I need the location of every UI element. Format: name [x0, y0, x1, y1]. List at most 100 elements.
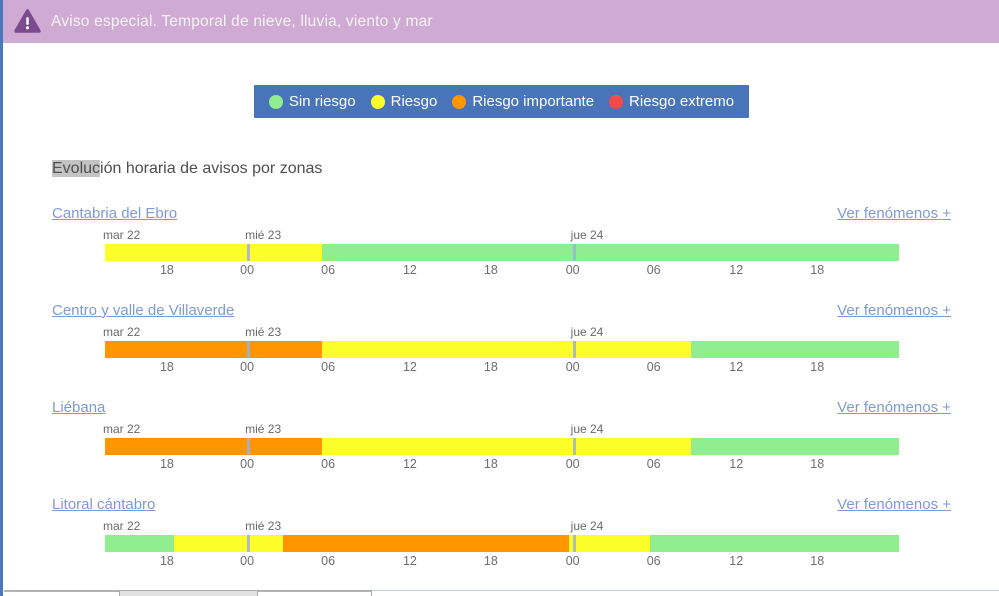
hour-tick-label: 00 — [240, 554, 255, 568]
hour-tick-label: 00 — [240, 457, 255, 471]
ver-fenomenos-link[interactable]: Ver fenómenos + — [837, 205, 951, 222]
hour-tick-label: 18 — [483, 263, 498, 277]
hour-tick-label: 18 — [159, 360, 174, 374]
legend-label: Riesgo — [390, 93, 438, 110]
zone-header: Liébana Ver fenómenos + — [52, 398, 951, 418]
day-labels: mar 22 mié 23 jue 24 — [103, 422, 899, 438]
legend-item-riesgo: Riesgo — [370, 93, 438, 110]
hour-tick-label: 06 — [321, 263, 336, 277]
day-boundary-marker — [247, 535, 251, 552]
legend-label: Riesgo extremo — [629, 93, 735, 110]
warning-triangle-icon — [14, 9, 41, 33]
section-title: Evolución horaria de avisos por zonas — [52, 160, 951, 178]
zone-header: Centro y valle de Villaverde Ver fenómeno… — [52, 301, 951, 321]
partial-table-border — [372, 590, 999, 596]
zone-timeline: mar 22 mié 23 jue 24 18 00 06 12 18 00 06 12 18 — [103, 228, 899, 277]
risk-segment-riesgo — [174, 535, 283, 552]
risk-legend: Sin riesgo Riesgo Riesgo importante Ries… — [253, 85, 750, 118]
risk-segment-sin-riesgo — [649, 535, 899, 552]
hour-tick-label: 18 — [159, 554, 174, 568]
hour-tick-label: 00 — [240, 263, 255, 277]
hour-tick-label: 12 — [402, 360, 417, 374]
hour-tick-label: 00 — [565, 554, 580, 568]
zone-header: Cantabria del Ebro Ver fenómenos + — [52, 204, 951, 224]
zone-row: Liébana Ver fenómenos + mar 22 mié 23 jue 24… — [52, 398, 951, 471]
risk-segment-sin-riesgo — [690, 438, 899, 455]
day-label: jue 24 — [570, 228, 604, 242]
day-label: jue 24 — [570, 422, 604, 436]
legend-item-riesgo-extremo: Riesgo extremo — [609, 93, 734, 110]
hour-ticks: 18 00 06 12 18 00 06 12 18 — [105, 261, 899, 277]
hour-tick-label: 18 — [810, 554, 825, 568]
partial-table-cell — [258, 590, 372, 596]
day-label: mar 22 — [103, 519, 141, 533]
hour-tick-label: 12 — [729, 457, 744, 471]
special-warning-banner[interactable]: Aviso especial. Temporal de nieve, lluvi… — [3, 0, 999, 43]
day-label: jue 24 — [570, 325, 604, 339]
day-boundary-marker — [247, 438, 251, 455]
ver-fenomenos-link[interactable]: Ver fenómenos + — [837, 399, 951, 416]
risk-segment-riesgo-importante — [105, 438, 322, 455]
risk-segment-riesgo-importante — [105, 341, 322, 358]
legend-item-sin-riesgo: Sin riesgo — [268, 93, 356, 110]
hour-tick-label: 18 — [810, 360, 825, 374]
hour-tick-label: 18 — [483, 554, 498, 568]
hour-tick-label: 18 — [159, 457, 174, 471]
risk-segment-riesgo — [568, 535, 650, 552]
hour-tick-label: 00 — [565, 263, 580, 277]
riesgo-extremo-dot-icon — [609, 94, 624, 109]
hour-tick-label: 12 — [729, 554, 744, 568]
zone-row: Cantabria del Ebro Ver fenómenos + mar 22 m… — [52, 204, 951, 277]
risk-segment-riesgo — [321, 341, 691, 358]
zones-list: Cantabria del Ebro Ver fenómenos + mar 22 m… — [52, 204, 951, 568]
day-boundary-marker — [572, 244, 576, 261]
day-label: mié 23 — [245, 519, 282, 533]
hour-tick-label: 06 — [321, 360, 336, 374]
partial-table-cell — [4, 590, 119, 596]
hour-tick-label: 06 — [646, 554, 661, 568]
day-label: mié 23 — [245, 325, 282, 339]
risk-bar — [105, 244, 899, 261]
zone-timeline: mar 22 mié 23 jue 24 18 00 06 12 18 00 06 12 18 — [103, 519, 899, 568]
hour-tick-label: 12 — [729, 360, 744, 374]
zone-link[interactable]: Centro y valle de Villaverde — [52, 302, 235, 319]
hour-tick-label: 18 — [483, 360, 498, 374]
zone-link[interactable]: Cantabria del Ebro — [52, 205, 178, 222]
risk-segment-sin-riesgo — [690, 341, 899, 358]
hour-tick-label: 06 — [646, 360, 661, 374]
risk-bar — [105, 535, 899, 552]
hour-ticks: 18 00 06 12 18 00 06 12 18 — [105, 358, 899, 374]
hour-tick-label: 12 — [402, 263, 417, 277]
risk-bar — [105, 438, 899, 455]
day-boundary-marker — [572, 438, 576, 455]
risk-segment-sin-riesgo — [321, 244, 899, 261]
hour-tick-label: 06 — [321, 457, 336, 471]
legend-wrap: Sin riesgo Riesgo Riesgo importante Ries… — [52, 85, 951, 118]
ver-fenomenos-link[interactable]: Ver fenómenos + — [837, 302, 951, 319]
zone-timeline: mar 22 mié 23 jue 24 18 00 06 12 18 00 06 12 18 — [103, 325, 899, 374]
zone-link[interactable]: Liébana — [52, 399, 106, 416]
risk-segment-riesgo — [105, 244, 322, 261]
partial-table-cell-shaded — [119, 590, 258, 596]
zone-header: Litoral cántabro Ver fenómenos + — [52, 495, 951, 515]
zone-link[interactable]: Litoral cántabro — [52, 496, 156, 513]
riesgo-importante-dot-icon — [452, 94, 467, 109]
zone-timeline: mar 22 mié 23 jue 24 18 00 06 12 18 00 06 12 18 — [103, 422, 899, 471]
hour-tick-label: 18 — [810, 457, 825, 471]
risk-segment-riesgo — [321, 438, 691, 455]
section-title-rest: ión horaria de avisos por zonas — [100, 160, 323, 177]
ver-fenomenos-link[interactable]: Ver fenómenos + — [837, 496, 951, 513]
hour-tick-label: 06 — [321, 554, 336, 568]
day-boundary-marker — [247, 244, 251, 261]
day-label: mar 22 — [103, 228, 141, 242]
hour-tick-label: 12 — [729, 263, 744, 277]
hour-tick-label: 18 — [483, 457, 498, 471]
day-label: mié 23 — [245, 228, 282, 242]
selected-text: Evoluc — [52, 160, 101, 177]
banner-text: Aviso especial. Temporal de nieve, lluvi… — [51, 12, 433, 30]
zone-row: Centro y valle de Villaverde Ver fenómeno… — [52, 301, 951, 374]
hour-ticks: 18 00 06 12 18 00 06 12 18 — [105, 455, 899, 471]
hour-tick-label: 06 — [646, 457, 661, 471]
riesgo-dot-icon — [370, 94, 385, 109]
hour-tick-label: 12 — [402, 457, 417, 471]
